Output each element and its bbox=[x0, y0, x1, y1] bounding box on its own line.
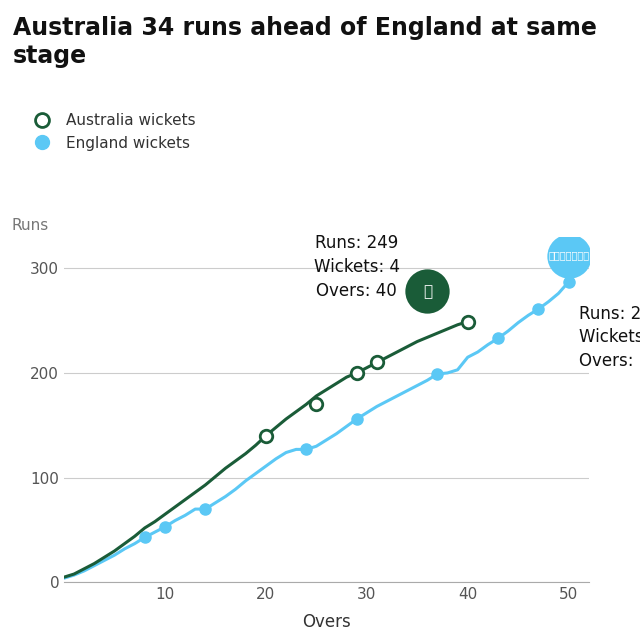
X-axis label: Overs: Overs bbox=[302, 613, 351, 632]
Text: Australia 34 runs ahead of England at same
stage: Australia 34 runs ahead of England at sa… bbox=[13, 16, 596, 68]
Text: Runs: 287
Wickets: 9
Overs: 50: Runs: 287 Wickets: 9 Overs: 50 bbox=[579, 305, 640, 370]
Text: Runs: Runs bbox=[12, 218, 49, 234]
Legend: Australia wickets, England wickets: Australia wickets, England wickets bbox=[20, 107, 202, 157]
Point bbox=[563, 250, 573, 260]
Text: 🛡: 🛡 bbox=[423, 284, 432, 299]
Text: 🏴󠁧󠁢󠁥󠁮󠁧󠁿: 🏴󠁧󠁢󠁥󠁮󠁧󠁿 bbox=[548, 251, 589, 260]
Point bbox=[422, 286, 433, 296]
Text: Runs: 249
Wickets: 4
Overs: 40: Runs: 249 Wickets: 4 Overs: 40 bbox=[314, 234, 399, 300]
